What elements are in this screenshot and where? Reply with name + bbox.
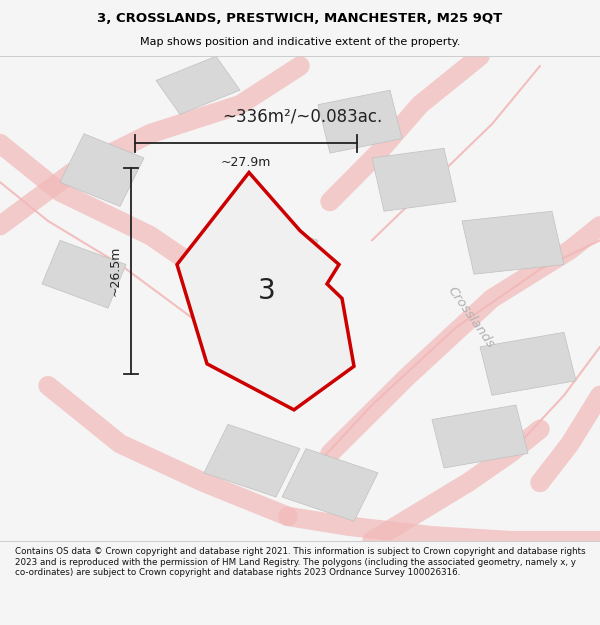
Polygon shape: [480, 332, 576, 396]
Polygon shape: [177, 173, 354, 410]
Polygon shape: [60, 134, 144, 206]
Polygon shape: [42, 240, 126, 308]
Polygon shape: [318, 90, 402, 153]
Polygon shape: [372, 148, 456, 211]
Text: Map shows position and indicative extent of the property.: Map shows position and indicative extent…: [140, 36, 460, 47]
Polygon shape: [462, 211, 564, 274]
Text: ~26.5m: ~26.5m: [109, 246, 122, 296]
Polygon shape: [204, 424, 300, 497]
Text: Contains OS data © Crown copyright and database right 2021. This information is : Contains OS data © Crown copyright and d…: [15, 548, 586, 577]
Polygon shape: [432, 405, 528, 468]
Text: 3, CROSSLANDS, PRESTWICH, MANCHESTER, M25 9QT: 3, CROSSLANDS, PRESTWICH, MANCHESTER, M2…: [97, 12, 503, 26]
Polygon shape: [210, 211, 318, 289]
Polygon shape: [282, 449, 378, 521]
Polygon shape: [156, 56, 240, 114]
Text: ~27.9m: ~27.9m: [221, 156, 271, 169]
Text: 3: 3: [258, 277, 276, 305]
Text: ~336m²/~0.083ac.: ~336m²/~0.083ac.: [222, 107, 382, 125]
Text: Crosslands: Crosslands: [445, 284, 497, 351]
